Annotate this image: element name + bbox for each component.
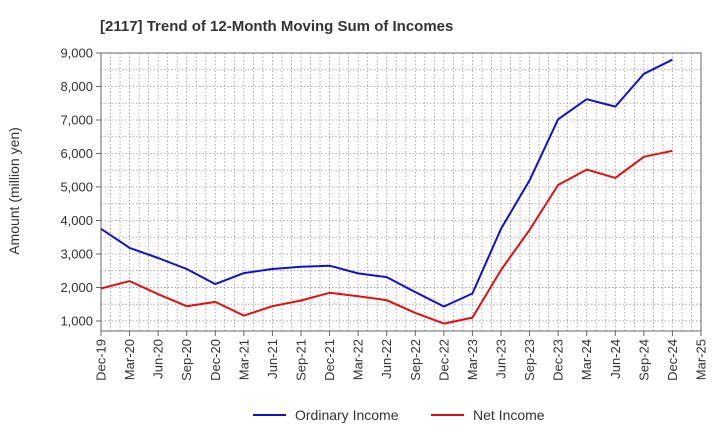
series-group	[100, 58, 673, 325]
x-tick-label: Jun-23	[494, 339, 509, 379]
y-tick-label: 3,000	[60, 246, 93, 261]
y-tick-label: 4,000	[60, 213, 93, 228]
y-tick-label: 1,000	[60, 313, 93, 328]
x-tick-label: Mar-21	[236, 339, 251, 380]
legend-label: Ordinary Income	[295, 407, 399, 423]
x-tick-label: Dec-23	[551, 339, 566, 381]
x-tick-label: Mar-22	[351, 339, 366, 380]
y-tick-label: 2,000	[60, 280, 93, 295]
y-tick-label: 8,000	[60, 79, 93, 94]
x-tick-label: Mar-23	[465, 339, 480, 380]
x-tick-label: Dec-19	[94, 339, 109, 381]
series-line-net-income	[100, 149, 673, 325]
chart-title: [2117] Trend of 12-Month Moving Sum of I…	[100, 18, 453, 35]
x-tick-label: Jun-24	[608, 339, 623, 379]
legend-label: Net Income	[473, 407, 545, 423]
y-axis-label: Amount (million yen)	[6, 127, 22, 255]
x-tick-label: Sep-24	[636, 339, 651, 381]
x-axis: Dec-19 Mar-20 Jun-20 Sep-20 Dec-20 Mar-21 Jun-…	[94, 331, 709, 381]
y-tick-label: 5,000	[60, 179, 93, 194]
y-tick-label: 7,000	[60, 112, 93, 127]
legend: Ordinary Income Net Income	[253, 407, 545, 423]
x-tick-label: Dec-22	[436, 339, 451, 381]
x-tick-label: Jun-20	[151, 339, 166, 379]
y-axis: 1,000 2,000 3,000 4,000 5,000 6,000 7,000 8,000…	[60, 46, 101, 328]
x-tick-label: Jun-21	[265, 339, 280, 379]
y-tick-label: 9,000	[60, 46, 93, 61]
x-tick-label: Dec-21	[322, 339, 337, 381]
x-tick-label: Jun-22	[379, 339, 394, 379]
x-tick-label: Dec-24	[665, 339, 680, 381]
x-tick-label: Mar-20	[122, 339, 137, 380]
x-tick-label: Mar-24	[579, 339, 594, 380]
x-tick-label: Sep-20	[179, 339, 194, 381]
series-line-ordinary-income	[100, 58, 673, 308]
x-tick-label: Mar-25	[694, 339, 709, 380]
grid	[101, 52, 701, 331]
x-tick-label: Sep-21	[294, 339, 309, 381]
x-tick-label: Dec-20	[208, 339, 223, 381]
y-tick-label: 6,000	[60, 146, 93, 161]
x-tick-label: Sep-23	[522, 339, 537, 381]
plot-frame	[100, 52, 702, 332]
x-tick-label: Sep-22	[408, 339, 423, 381]
